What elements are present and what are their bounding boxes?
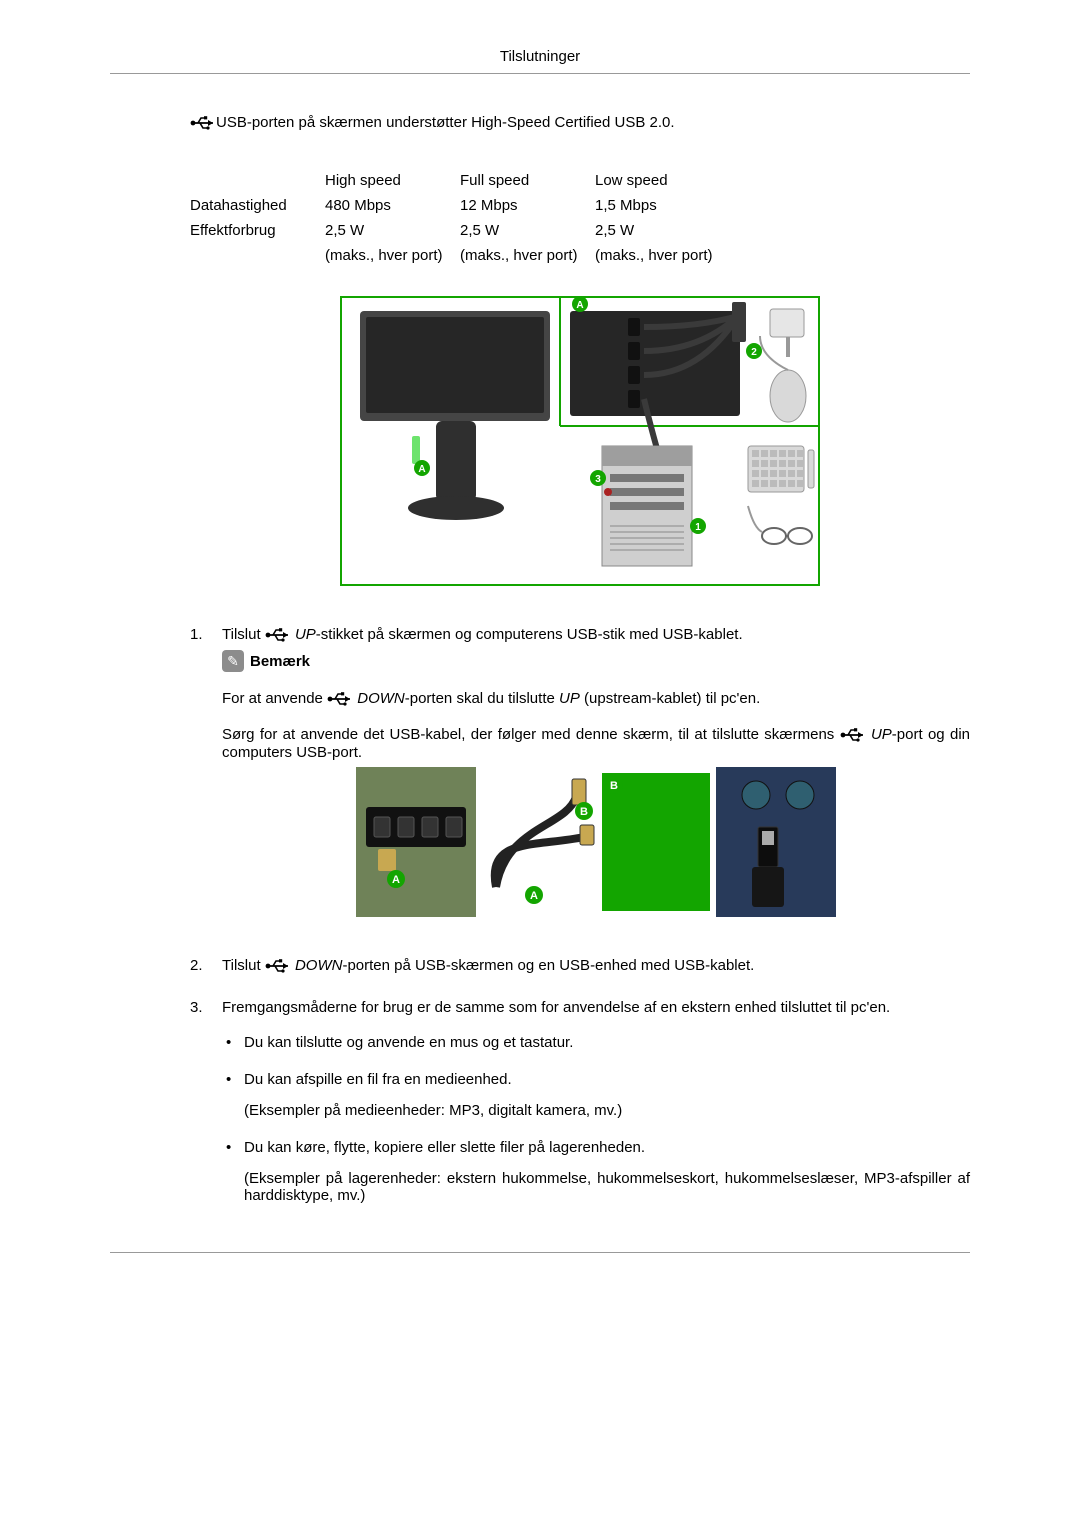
note-icon: ✎ xyxy=(222,650,244,672)
spec-table: High speed Full speed Low speed Datahast… xyxy=(190,168,730,268)
table-cell xyxy=(190,168,325,193)
p1-pre: For at anvende xyxy=(222,690,327,707)
step-3: Fremgangsmåderne for brug er de samme so… xyxy=(190,999,970,1204)
usb-icon xyxy=(265,626,291,644)
table-row: Effektforbrug 2,5 W 2,5 W 2,5 W xyxy=(190,218,730,243)
bullet-1-text: Du kan tilslutte og anvende en mus og et… xyxy=(244,1034,573,1051)
table-cell: (maks., hver port) xyxy=(595,243,730,268)
step2-post: -porten på USB-skærmen og en USB-enhed m… xyxy=(342,957,754,974)
bullet-1: Du kan tilslutte og anvende en mus og et… xyxy=(244,1034,970,1051)
table-cell: Effektforbrug xyxy=(190,218,325,243)
p1-italic2: UP xyxy=(559,690,580,707)
svg-text:3: 3 xyxy=(595,474,601,485)
note-label: Bemærk xyxy=(250,653,310,670)
bullet-2-sub: (Eksempler på medieenheder: MP3, digital… xyxy=(244,1102,970,1119)
table-cell: 2,5 W xyxy=(595,218,730,243)
table-cell: High speed xyxy=(325,168,460,193)
svg-text:A: A xyxy=(530,890,538,902)
table-cell xyxy=(190,243,325,268)
table-row: Datahastighed 480 Mbps 12 Mbps 1,5 Mbps xyxy=(190,193,730,218)
table-cell: (maks., hver port) xyxy=(460,243,595,268)
table-row: High speed Full speed Low speed xyxy=(190,168,730,193)
note-row: ✎ Bemærk xyxy=(222,650,970,672)
table-cell: 1,5 Mbps xyxy=(595,193,730,218)
step3-text: Fremgangsmåderne for brug er de samme so… xyxy=(222,999,890,1016)
usb-icon xyxy=(840,726,866,744)
step2-italic: DOWN xyxy=(295,957,343,974)
table-cell: Full speed xyxy=(460,168,595,193)
intro-line: USB-porten på skærmen understøtter High-… xyxy=(190,114,970,132)
footer-rule xyxy=(110,1252,970,1253)
p1-italic: DOWN xyxy=(357,690,405,707)
svg-text:A: A xyxy=(392,874,400,886)
step1-italic: UP xyxy=(295,626,316,643)
p1-mid: -porten skal du tilslutte xyxy=(405,690,559,707)
bullet-2: Du kan afspille en fil fra en medieenhed… xyxy=(244,1071,970,1119)
table-cell: 2,5 W xyxy=(460,218,595,243)
p2-italic: UP xyxy=(871,726,892,743)
p1-post: (upstream-kablet) til pc'en. xyxy=(580,690,760,707)
connection-diagram-1: A A 2 3 1 xyxy=(340,296,820,586)
bullet-2-text: Du kan afspille en fil fra en medieenhed… xyxy=(244,1071,512,1088)
svg-text:A: A xyxy=(576,300,583,311)
bullet-3-sub: (Eksempler på lagerenheder: ekstern huko… xyxy=(244,1170,970,1204)
table-cell: (maks., hver port) xyxy=(325,243,460,268)
bullet-3: Du kan køre, flytte, kopiere eller slett… xyxy=(244,1139,970,1204)
usb-icon xyxy=(190,114,216,132)
p2-pre: Sørg for at anvende det USB-kabel, der f… xyxy=(222,726,840,743)
usb-icon xyxy=(327,690,353,708)
table-cell: Datahastighed xyxy=(190,193,325,218)
page-header: Tilslutninger xyxy=(110,48,970,74)
table-cell: 12 Mbps xyxy=(460,193,595,218)
intro-text: USB-porten på skærmen understøtter High-… xyxy=(216,114,675,131)
bullet-3-text: Du kan køre, flytte, kopiere eller slett… xyxy=(244,1139,645,1156)
table-row: (maks., hver port) (maks., hver port) (m… xyxy=(190,243,730,268)
step1-para2: Sørg for at anvende det USB-kabel, der f… xyxy=(222,726,970,761)
step2-pre: Tilslut xyxy=(222,957,265,974)
step-2: Tilslut DOWN-porten på USB-skærmen og en… xyxy=(190,957,970,975)
table-cell: Low speed xyxy=(595,168,730,193)
svg-text:B: B xyxy=(610,780,618,792)
step1-para1: For at anvende DOWN-porten skal du tilsl… xyxy=(222,690,970,708)
svg-text:1: 1 xyxy=(695,522,701,533)
page-title: Tilslutninger xyxy=(500,48,580,65)
step-1: Tilslut UP-stikket på skærmen og compute… xyxy=(190,626,970,917)
svg-text:A: A xyxy=(418,464,425,475)
step1-post: -stikket på skærmen og computerens USB-s… xyxy=(316,626,743,643)
table-cell: 2,5 W xyxy=(325,218,460,243)
step1-pre: Tilslut xyxy=(222,626,265,643)
svg-text:2: 2 xyxy=(751,347,757,358)
connection-diagram-2: A A B B xyxy=(356,767,836,917)
svg-text:B: B xyxy=(580,806,588,818)
usb-icon xyxy=(265,957,291,975)
table-cell: 480 Mbps xyxy=(325,193,460,218)
